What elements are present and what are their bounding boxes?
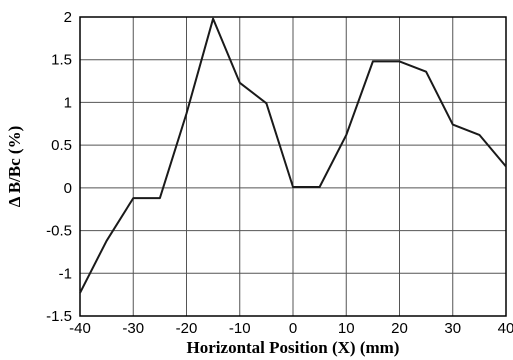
y-tick-label: 0.5 [51,137,72,154]
x-tick-label: -20 [176,320,198,337]
y-axis-label: Δ B/Bc (%) [5,126,24,208]
x-axis-ticks: -40 -30 -20 -10 0 10 20 30 40 [69,320,513,337]
grid [79,16,507,317]
x-tick-label: -10 [229,320,251,337]
y-tick-label: 1.5 [51,52,72,69]
y-tick-label: 2 [64,9,72,26]
y-tick-label: 0 [64,180,72,197]
x-tick-label: 40 [498,320,513,337]
x-tick-label: -30 [122,320,144,337]
series-line [79,17,507,294]
y-tick-label: -0.5 [46,223,72,240]
x-tick-label: 0 [289,320,297,337]
x-tick-label: -40 [69,320,91,337]
y-tick-label: -1 [59,265,72,282]
y-tick-label: 1 [64,94,72,111]
x-tick-label: 20 [391,320,408,337]
x-tick-label: 30 [444,320,461,337]
y-tick-label: -1.5 [46,308,72,325]
y-axis-ticks: -1.5 -1 -0.5 0 0.5 1 1.5 2 [46,9,72,325]
x-tick-label: 10 [338,320,355,337]
x-axis-label: Horizontal Position (X) (mm) [187,338,400,357]
